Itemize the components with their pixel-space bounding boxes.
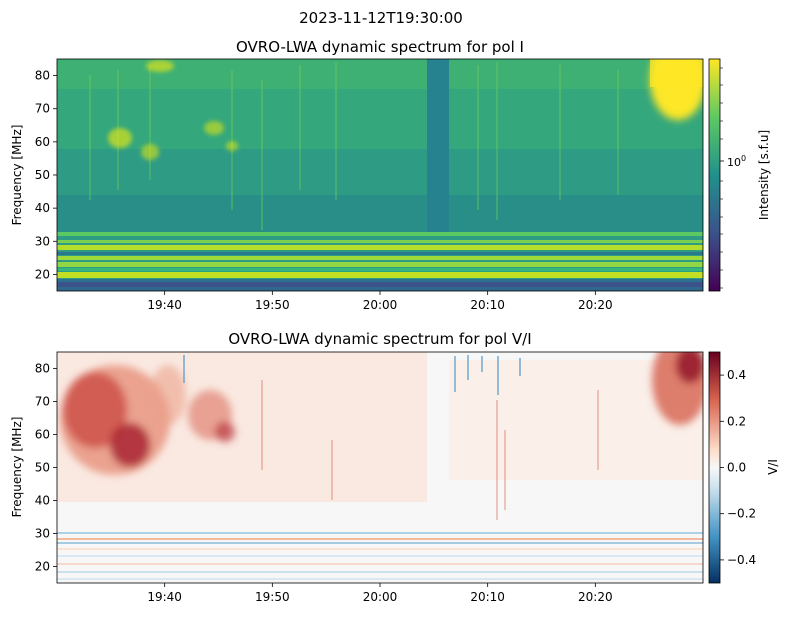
x-tick-label: 20:10 [470, 590, 505, 604]
colorbar-gradient [708, 351, 721, 584]
colorbar: 100 Intensity [s.f.u] [708, 58, 771, 292]
y-tick-label: 40 [35, 201, 50, 215]
colorbar-label: Intensity [s.f.u] [757, 130, 771, 220]
x-tick-label: 19:50 [255, 298, 290, 312]
colorbar: −0.4 −0.2 0.0 0.2 0.4 V/I [708, 351, 780, 584]
colorbar-tick-label: 100 [727, 154, 746, 169]
x-tick-label: 19:40 [147, 590, 182, 604]
y-tick-label: 50 [35, 168, 50, 182]
x-tick-label: 20:00 [363, 298, 398, 312]
y-axis: 20 30 40 50 60 70 80 [35, 69, 57, 281]
y-tick-label: 60 [35, 428, 50, 442]
x-tick-label: 19:50 [255, 590, 290, 604]
x-tick-label: 20:10 [470, 298, 505, 312]
y-tick-label: 80 [35, 69, 50, 83]
y-axis: 20 30 40 50 60 70 80 [35, 362, 57, 574]
y-tick-label: 40 [35, 494, 50, 508]
colorbar-tick-label: 0.2 [727, 414, 746, 428]
colorbar-ticks: −0.4 −0.2 0.0 0.2 0.4 [720, 368, 756, 567]
x-axis: 19:40 19:50 20:00 20:10 20:20 [147, 583, 613, 604]
y-tick-label: 20 [35, 267, 50, 281]
x-tick-label: 20:20 [578, 298, 613, 312]
x-axis: 19:40 19:50 20:00 20:10 20:20 [147, 291, 613, 312]
y-tick-label: 30 [35, 234, 50, 248]
y-tick-label: 70 [35, 102, 50, 116]
panel-title: OVRO-LWA dynamic spectrum for pol I [236, 38, 524, 56]
y-tick-label: 60 [35, 135, 50, 149]
colorbar-tick-label: 0.4 [727, 368, 746, 382]
panel-pol-vi: OVRO-LWA dynamic spectrum for pol V/I [10, 330, 780, 604]
figure-suptitle: 2023-11-12T19:30:00 [299, 9, 463, 27]
y-tick-label: 70 [35, 395, 50, 409]
x-tick-label: 20:00 [363, 590, 398, 604]
x-tick-label: 19:40 [147, 298, 182, 312]
colorbar-tick-label: −0.2 [727, 507, 756, 521]
colorbar-tick-label: 0.0 [727, 461, 746, 475]
colorbar-minor-ticks [720, 67, 723, 289]
y-tick-label: 80 [35, 362, 50, 376]
y-axis-label: Frequency [MHz] [10, 125, 24, 226]
heatmap-image [57, 59, 703, 291]
y-tick-label: 20 [35, 560, 50, 574]
y-axis-label: Frequency [MHz] [10, 417, 24, 518]
x-tick-label: 20:20 [578, 590, 613, 604]
y-tick-label: 50 [35, 461, 50, 475]
y-tick-label: 30 [35, 527, 50, 541]
panel-title: OVRO-LWA dynamic spectrum for pol V/I [228, 330, 531, 348]
colorbar-tick-label: −0.4 [727, 553, 756, 567]
colorbar-gradient [708, 58, 721, 292]
panel-pol-i: OVRO-LWA dynamic spectrum for pol I [10, 38, 771, 312]
heatmap-image [57, 352, 703, 583]
colorbar-label: V/I [766, 459, 780, 475]
